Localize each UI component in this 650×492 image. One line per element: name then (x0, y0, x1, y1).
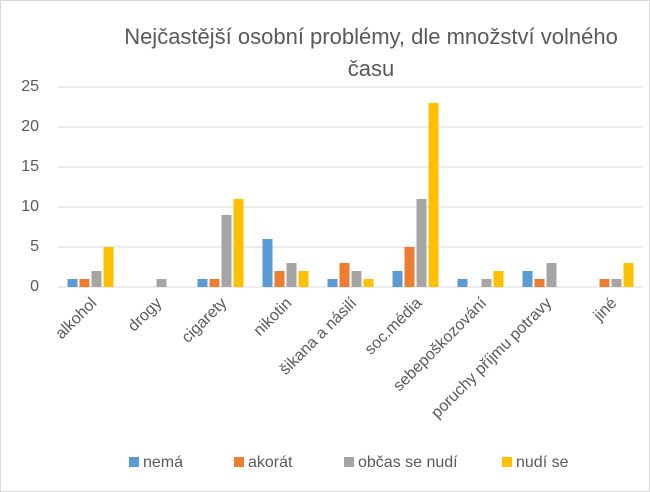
bar (599, 279, 610, 287)
x-tick-label: poruchy příjmu potravy (428, 295, 555, 422)
bar (404, 247, 415, 287)
bar (197, 279, 208, 287)
legend-swatch (344, 457, 354, 467)
chart-title: Nejčastější osobní problémy, dle množstv… (124, 24, 618, 81)
y-tick-label: 10 (21, 198, 39, 215)
bar (392, 271, 403, 287)
bar (79, 279, 90, 287)
bar (91, 271, 102, 287)
y-tick-label: 25 (21, 78, 39, 95)
bar (233, 199, 244, 287)
x-tick-label: jiné (590, 295, 620, 325)
bar (274, 271, 285, 287)
bar (67, 279, 78, 287)
bar (534, 279, 545, 287)
bar (611, 279, 622, 287)
bar (339, 263, 350, 287)
x-tick-label: drogy (125, 295, 165, 335)
x-tick-label: alkohol (52, 295, 100, 343)
bar (327, 279, 338, 287)
legend-label: občas se nudí (358, 454, 458, 471)
legend-label: nemá (143, 454, 183, 471)
x-tick-label: nikotin (251, 295, 296, 340)
bar (286, 263, 297, 287)
legend-swatch (502, 457, 512, 467)
bar (623, 263, 634, 287)
bar (546, 263, 557, 287)
y-tick-label: 0 (30, 278, 39, 295)
legend-label: akorát (248, 454, 293, 471)
bar (351, 271, 362, 287)
bar (493, 271, 504, 287)
bar (298, 271, 309, 287)
bar (262, 239, 273, 287)
legend-label: nudí se (516, 454, 569, 471)
bar (156, 279, 167, 287)
bar (221, 215, 232, 287)
bar (363, 279, 374, 287)
y-tick-label: 15 (21, 158, 39, 175)
bar (428, 103, 439, 287)
bar (522, 271, 533, 287)
bar (416, 199, 427, 287)
legend-swatch (129, 457, 139, 467)
x-tick-label: cigarety (179, 295, 231, 347)
y-tick-label: 5 (30, 238, 39, 255)
bar (481, 279, 492, 287)
bar (457, 279, 468, 287)
bar (103, 247, 114, 287)
y-tick-label: 20 (21, 118, 39, 135)
x-tick-label: soc.média (362, 295, 426, 359)
bar (209, 279, 220, 287)
legend-swatch (234, 457, 244, 467)
